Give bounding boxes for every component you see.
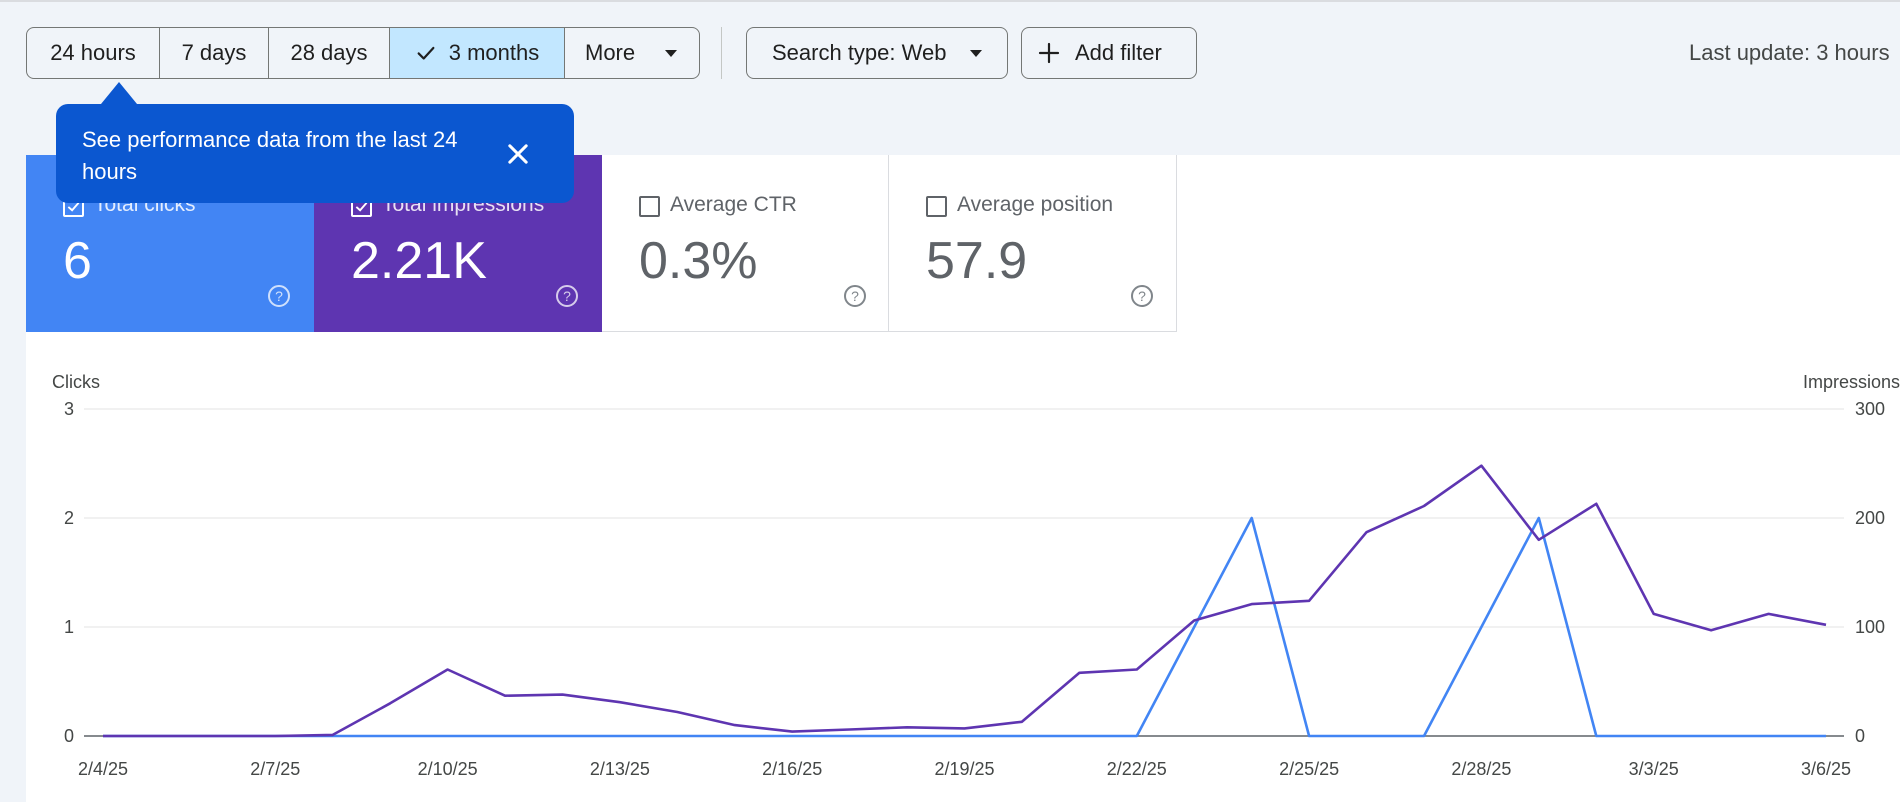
svg-text:?: ? [275, 288, 283, 304]
range-7-days-button[interactable]: 7 days [160, 28, 269, 78]
metric-value: 0.3% [639, 232, 758, 290]
plus-icon [1038, 42, 1060, 64]
last-update-text: Last update: 3 hours [1689, 40, 1890, 65]
metric-card-average-position[interactable]: Average position 57.9 ? [889, 155, 1177, 332]
range-tooltip: See performance data from the last 24 ho… [56, 82, 574, 203]
add-filter-label: Add filter [1075, 40, 1162, 65]
metric-value: 6 [63, 232, 92, 290]
range-label: 7 days [181, 40, 247, 65]
svg-text:?: ? [1138, 288, 1146, 304]
range-24-hours-button[interactable]: 24 hours [27, 28, 160, 78]
toolbar-divider [721, 27, 722, 79]
checkbox-unchecked-icon[interactable] [639, 196, 660, 217]
range-3-months-button[interactable]: 3 months [390, 28, 565, 78]
help-icon[interactable]: ? [843, 284, 867, 308]
svg-text:?: ? [563, 288, 571, 304]
range-label: 24 hours [50, 40, 136, 65]
dropdown-arrow-icon [665, 49, 678, 57]
top-divider [0, 0, 1900, 2]
date-range-selector: 24 hours 7 days 28 days 3 months More [26, 27, 700, 79]
add-filter-button[interactable]: Add filter [1021, 27, 1197, 79]
checkbox-unchecked-icon[interactable] [926, 196, 947, 217]
metric-label: Average CTR [670, 193, 797, 216]
checkmark-icon [417, 46, 435, 60]
metric-value: 2.21K [351, 232, 487, 290]
range-label: 28 days [290, 40, 368, 65]
search-type-dropdown[interactable]: Search type: Web [746, 27, 1008, 79]
help-icon[interactable]: ? [267, 284, 291, 308]
tooltip-text: See performance data from the last 24 ho… [82, 127, 458, 184]
close-icon[interactable] [504, 140, 532, 168]
range-label: More [585, 40, 636, 65]
range-label: 3 months [448, 40, 540, 65]
range-28-days-button[interactable]: 28 days [269, 28, 390, 78]
svg-text:?: ? [851, 288, 859, 304]
metric-label: Average position [957, 193, 1114, 216]
metric-value: 57.9 [926, 232, 1028, 290]
help-icon[interactable]: ? [555, 284, 579, 308]
metric-card-average-ctr[interactable]: Average CTR 0.3% ? [602, 155, 889, 332]
dropdown-arrow-icon [970, 49, 983, 57]
search-type-label: Search type: Web [772, 40, 947, 65]
range-more-dropdown[interactable]: More [565, 28, 699, 78]
help-icon[interactable]: ? [1130, 284, 1154, 308]
tooltip-arrow [101, 82, 137, 104]
